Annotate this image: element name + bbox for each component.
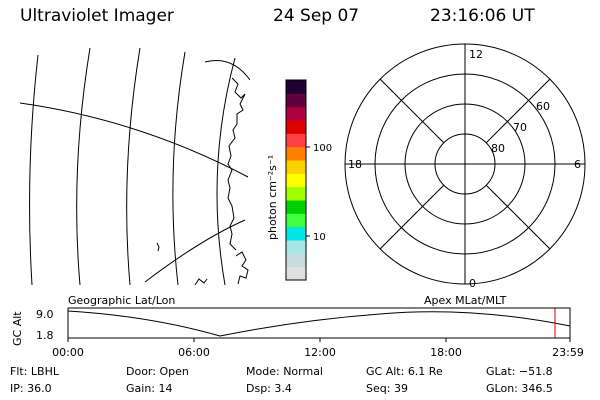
coastline	[227, 77, 246, 251]
colorbar-unit-label: photon cm⁻²s⁻¹	[266, 155, 279, 240]
colorbar-band	[286, 146, 306, 161]
status-gc-alt: GC Alt: 6.1 Re	[366, 365, 443, 378]
status-seq: Seq: 39	[366, 382, 408, 395]
colorbar-band	[286, 93, 306, 108]
mlt-label-bottom: 0	[469, 277, 476, 290]
colorbar-band	[286, 266, 306, 281]
longitude-line	[126, 47, 141, 285]
x-tick-label: 06:00	[178, 346, 210, 359]
geographic-map	[20, 47, 250, 285]
colorbar-tick-label: 10	[313, 232, 326, 243]
mlt-label-right: 6	[574, 158, 581, 171]
apex-label: Apex MLat/MLT	[424, 294, 507, 307]
colorbar-band	[286, 173, 306, 188]
timeline-y-tick: 9.0	[36, 308, 54, 321]
colorbar-band	[286, 200, 306, 214]
intensity-colorbar	[286, 80, 306, 281]
colorbar-band	[286, 106, 306, 121]
coastline	[235, 251, 249, 285]
colorbar-band	[286, 186, 306, 201]
colorbar-band	[286, 120, 306, 134]
x-tick-label: 18:00	[430, 346, 462, 359]
coastline	[194, 278, 208, 285]
colorbar-tick-label: 100	[313, 143, 332, 154]
colorbar-band	[286, 160, 306, 174]
longitude-line	[172, 51, 186, 285]
status-glon: GLon: 346.5	[486, 382, 553, 395]
colorbar-band	[286, 133, 306, 148]
colorbar-band	[286, 253, 306, 268]
status-ip: IP: 36.0	[10, 382, 52, 395]
island	[156, 242, 160, 252]
timeline-y-tick: 1.8	[36, 329, 54, 342]
polar-plot	[344, 43, 586, 285]
longitude-line	[29, 54, 39, 285]
status-mode: Mode: Normal	[246, 365, 323, 378]
polar-diagonal	[485, 184, 551, 250]
time-label: 23:16:06 UT	[430, 6, 535, 26]
colorbar-band	[286, 240, 306, 254]
timeline-axis-title: GC Alt	[11, 311, 24, 346]
status-filter: Flt: LBHL	[10, 365, 59, 378]
longitude-line	[216, 57, 236, 285]
colorbar-band	[286, 80, 306, 94]
latitude-line	[20, 102, 249, 178]
colorbar-band	[286, 226, 306, 241]
lat-label: 80	[491, 142, 505, 155]
status-gain: Gain: 14	[126, 382, 173, 395]
status-dsp: Dsp: 3.4	[246, 382, 292, 395]
globe-limb	[204, 60, 250, 81]
polar-diagonal	[379, 78, 445, 144]
x-tick-label: 00:00	[52, 346, 84, 359]
colorbar-band	[286, 213, 306, 228]
status-door: Door: Open	[126, 365, 189, 378]
mlt-label-left: 18	[348, 158, 362, 171]
mlt-label-top: 12	[469, 48, 483, 61]
lat-label: 70	[513, 121, 527, 134]
polar-diagonal	[485, 78, 551, 144]
instrument-title: Ultraviolet Imager	[20, 6, 174, 26]
status-glat: GLat: −51.8	[486, 365, 553, 378]
timeline-frame	[67, 307, 571, 339]
geographic-label: Geographic Lat/Lon	[68, 294, 175, 307]
x-tick-label: 12:00	[304, 346, 336, 359]
date-label: 24 Sep 07	[273, 6, 360, 26]
latitude-line	[144, 219, 246, 283]
altitude-curve	[67, 310, 571, 337]
lat-label: 60	[536, 100, 550, 113]
colorbar-frame	[285, 79, 307, 281]
longitude-line	[76, 47, 91, 285]
x-tick-label: 23:59	[552, 346, 584, 359]
polar-diagonal	[379, 184, 445, 250]
